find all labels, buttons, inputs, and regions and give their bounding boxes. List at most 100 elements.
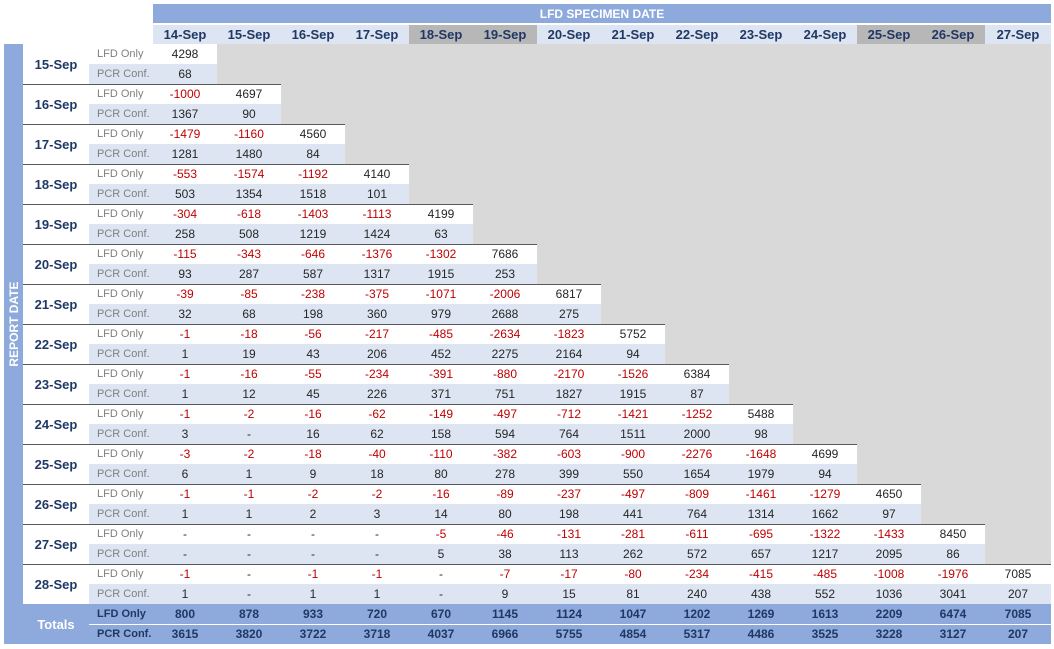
pcr-cell: - [281,544,345,564]
totals-pcr-cell: 3228 [875,627,903,641]
lfd-cell: 4560 [281,124,345,144]
type-label-pcr: PCR Conf. [89,464,153,484]
lfd-cell: -1 [153,364,217,384]
column-header: 27-Sep [985,25,1051,44]
lfd-cell: -2634 [473,324,537,344]
type-label-lfd: LFD Only [89,164,153,184]
pcr-cell: 158 [409,424,473,444]
report-date-label: 23-Sep [23,364,89,404]
pcr-cell: 1 [153,504,217,524]
totals-pcr-cell: 5317 [683,627,711,641]
lfd-cell: -2006 [473,284,537,304]
group-separator [23,444,857,445]
totals-pcr-cell: 5755 [555,627,583,641]
lfd-cell: -1113 [345,204,409,224]
column-header: 20-Sep [537,25,601,44]
type-label-pcr: PCR Conf. [89,384,153,404]
column-header: 24-Sep [793,25,857,44]
lfd-cell: -2 [345,484,409,504]
totals-lfd-cell: 1613 [811,607,839,621]
lfd-cell: 7686 [473,244,537,264]
totals-pcr-cell: 207 [1007,627,1029,641]
lfd-cell: -1433 [857,524,921,544]
pcr-cell: 438 [729,584,793,604]
pcr-cell: 12 [217,384,281,404]
column-header: 21-Sep [601,25,665,44]
pcr-cell: 9 [473,584,537,604]
group-separator [23,164,409,165]
lfd-cell: -234 [665,564,729,584]
lfd-cell: -56 [281,324,345,344]
totals-lfd-cell: 6474 [939,607,967,621]
pcr-cell: - [217,544,281,564]
type-label-pcr: PCR Conf. [89,424,153,444]
lfd-cell: -1008 [857,564,921,584]
pcr-cell: 97 [857,504,921,524]
column-header: 25-Sep [857,25,921,44]
group-separator [23,204,473,205]
totals-lfd-cell: 1124 [555,607,583,621]
column-header: 15-Sep [217,25,281,44]
pcr-cell: 98 [729,424,793,444]
pcr-cell: 1 [217,504,281,524]
type-label-pcr: PCR Conf. [89,224,153,244]
totals-label: Totals [37,616,75,632]
pcr-cell: 2095 [857,544,921,564]
lfd-cell: -900 [601,444,665,464]
pcr-cell: 86 [921,544,985,564]
pcr-cell: 508 [217,224,281,244]
column-header: 22-Sep [665,25,729,44]
specimen-date-title: LFD SPECIMEN DATE [153,4,1051,23]
lfd-cell: 5488 [729,404,793,424]
totals-pcr-cell: 4854 [619,627,647,641]
group-separator [23,364,729,365]
type-label-lfd: LFD Only [89,524,153,544]
pcr-cell: 87 [665,384,729,404]
lfd-cell: -39 [153,284,217,304]
pcr-cell: - [217,584,281,604]
totals-lfd-cell: 1047 [619,607,647,621]
pcr-cell: 1 [153,584,217,604]
pcr-cell: 43 [281,344,345,364]
group-separator [23,124,345,125]
pcr-cell: 399 [537,464,601,484]
lfd-cell: -131 [537,524,601,544]
pcr-cell: - [345,544,409,564]
lfd-cell: -1 [217,484,281,504]
lfd-cell: -2 [281,484,345,504]
totals-type-pcr: PCR Conf. [97,628,152,640]
pcr-cell: 113 [537,544,601,564]
type-label-pcr: PCR Conf. [89,104,153,124]
lfd-cell: -1376 [345,244,409,264]
type-label-lfd: LFD Only [89,284,153,304]
pcr-cell: 207 [985,584,1051,604]
totals-lfd-cell: 2209 [875,607,903,621]
group-separator [23,284,601,285]
lfd-cell: -46 [473,524,537,544]
report-date-label: 17-Sep [23,124,89,164]
lfd-cell: -497 [473,404,537,424]
pcr-cell: 371 [409,384,473,404]
lfd-cell: -16 [217,364,281,384]
lfd-cell: - [217,524,281,544]
pcr-cell: 9 [281,464,345,484]
totals-lfd-cell: 1145 [491,607,519,621]
lfd-cell: -1279 [793,484,857,504]
lfd-cell: -89 [473,484,537,504]
lfd-cell: -1252 [665,404,729,424]
pcr-cell: 1480 [217,144,281,164]
lfd-cell: - [345,524,409,544]
type-label-pcr: PCR Conf. [89,344,153,364]
type-label-pcr: PCR Conf. [89,184,153,204]
pcr-cell: 6 [153,464,217,484]
report-date-label: 20-Sep [23,244,89,284]
pcr-cell: 80 [409,464,473,484]
report-date-label: 15-Sep [23,44,89,84]
pcr-cell: 19 [217,344,281,364]
pcr-cell: 2000 [665,424,729,444]
column-header: 17-Sep [345,25,409,44]
pcr-cell: 240 [665,584,729,604]
column-header: 18-Sep [409,25,473,44]
lfd-cell: -1071 [409,284,473,304]
lfd-cell: -611 [665,524,729,544]
